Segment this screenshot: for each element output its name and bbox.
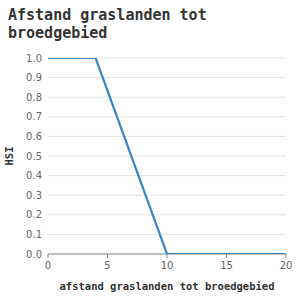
y-tick-label: 0.0 bbox=[26, 249, 42, 260]
grid-line bbox=[48, 175, 286, 176]
y-tick-label: 1.0 bbox=[26, 53, 42, 64]
x-tick bbox=[107, 254, 108, 258]
grid-line bbox=[48, 214, 286, 215]
y-tick-label: 0.1 bbox=[26, 229, 42, 240]
title-line: broedgebied bbox=[8, 24, 107, 42]
y-tick-label: 0.9 bbox=[26, 72, 42, 83]
y-tick-label: 0.4 bbox=[26, 170, 42, 181]
grid-line bbox=[48, 116, 286, 117]
chart-container: Afstand graslanden totbroedgebied 0.0 0.1 0… bbox=[0, 0, 300, 300]
x-tick bbox=[226, 254, 227, 258]
grid-line bbox=[48, 156, 286, 157]
title: Afstand graslanden totbroedgebied bbox=[8, 6, 207, 42]
x-tick-label: 15 bbox=[220, 260, 233, 271]
y-tick-label: 0.7 bbox=[26, 111, 42, 122]
y-tick-label: 0.3 bbox=[26, 190, 42, 201]
x-tick bbox=[48, 254, 49, 258]
grid-line bbox=[48, 136, 286, 137]
x-tick bbox=[286, 254, 287, 258]
grid-line bbox=[48, 97, 286, 98]
grid-line bbox=[48, 77, 286, 78]
plot-area bbox=[48, 58, 286, 254]
x-axis-label: afstand graslanden tot broedgebied bbox=[60, 280, 275, 292]
y-tick-label: 0.2 bbox=[26, 209, 42, 220]
x-tick-label: 0 bbox=[45, 260, 51, 271]
grid bbox=[48, 58, 286, 254]
grid-line bbox=[48, 195, 286, 196]
y-tick-label: 0.6 bbox=[26, 131, 42, 142]
chart-svg: Afstand graslanden totbroedgebied 0.0 0.1 0… bbox=[0, 0, 300, 300]
grid-line bbox=[48, 234, 286, 235]
title-line: Afstand graslanden tot bbox=[8, 6, 207, 24]
x-tick-label: 5 bbox=[104, 260, 110, 271]
y-axis-label: HSI bbox=[3, 147, 15, 166]
x-tick-label: 10 bbox=[161, 260, 174, 271]
x-tick bbox=[167, 254, 168, 258]
y-tick-label: 0.8 bbox=[26, 92, 42, 103]
line bbox=[48, 58, 286, 254]
x-tick-label: 20 bbox=[280, 260, 293, 271]
y-tick-label: 0.5 bbox=[26, 151, 42, 162]
